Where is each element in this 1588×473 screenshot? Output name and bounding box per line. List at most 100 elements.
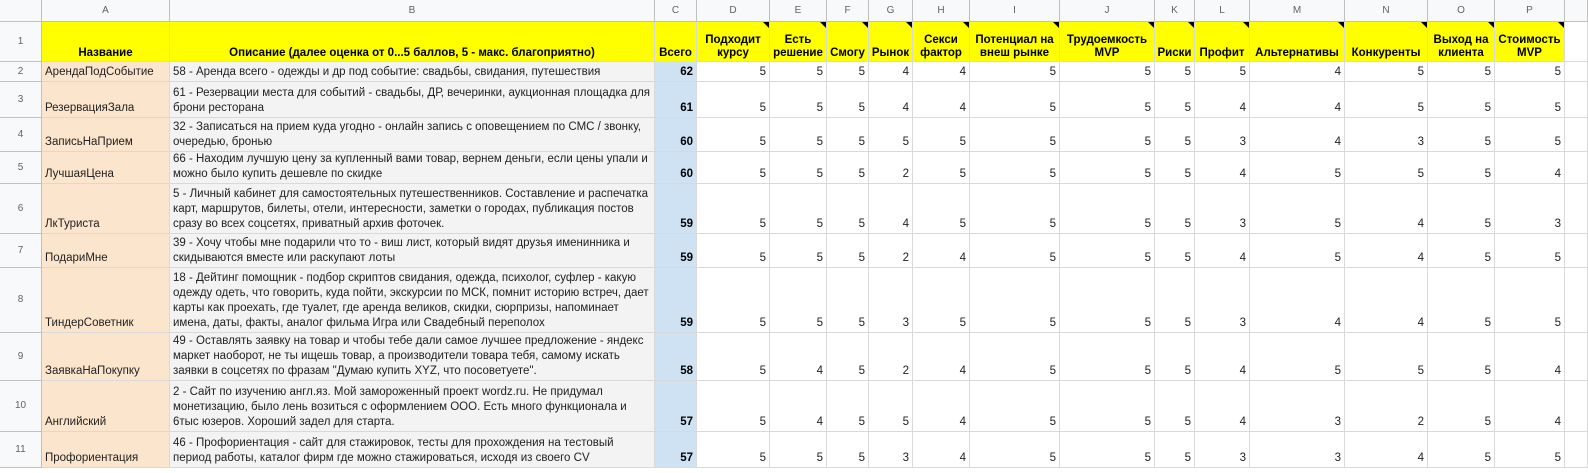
score[interactable]: 5 — [697, 268, 770, 333]
idea-name[interactable]: ТиндерСоветник — [42, 268, 170, 333]
column-letter[interactable]: B — [170, 0, 655, 22]
column-letter[interactable]: P — [1495, 0, 1565, 22]
score[interactable]: 3 — [869, 432, 913, 468]
score[interactable]: 5 — [1495, 234, 1565, 268]
score[interactable]: 3 — [1250, 381, 1345, 432]
idea-description[interactable]: 58 - Аренда всего - одежды и др под собы… — [170, 62, 655, 82]
row-number[interactable]: 6 — [0, 184, 42, 234]
score[interactable]: 5 — [1428, 184, 1495, 234]
row-number[interactable]: 5 — [0, 152, 42, 184]
score[interactable]: 5 — [970, 333, 1060, 381]
score[interactable]: 5 — [913, 118, 970, 152]
score[interactable]: 5 — [697, 234, 770, 268]
score[interactable]: 5 — [697, 184, 770, 234]
score[interactable]: 4 — [1250, 268, 1345, 333]
score[interactable]: 5 — [1428, 432, 1495, 468]
column-letter[interactable]: C — [655, 0, 697, 22]
score[interactable]: 4 — [1495, 152, 1565, 184]
cell[interactable] — [1565, 268, 1588, 333]
score[interactable]: 5 — [827, 381, 869, 432]
score[interactable]: 4 — [770, 333, 827, 381]
score[interactable]: 5 — [697, 118, 770, 152]
score[interactable]: 2 — [1345, 381, 1428, 432]
score[interactable]: 4 — [869, 184, 913, 234]
score[interactable]: 5 — [970, 268, 1060, 333]
column-letter[interactable]: K — [1155, 0, 1195, 22]
score[interactable]: 5 — [1345, 333, 1428, 381]
idea-name[interactable]: ЗаявкаНаПокупку — [42, 333, 170, 381]
idea-name[interactable]: Профориентация — [42, 432, 170, 468]
total-score[interactable]: 57 — [655, 381, 697, 432]
score[interactable]: 5 — [1345, 82, 1428, 118]
score[interactable]: 4 — [1495, 333, 1565, 381]
score[interactable]: 5 — [1428, 62, 1495, 82]
header-cell[interactable]: Риски — [1155, 22, 1195, 62]
score[interactable]: 5 — [1060, 82, 1155, 118]
score[interactable]: 5 — [1155, 184, 1195, 234]
score[interactable]: 5 — [1495, 268, 1565, 333]
total-score[interactable]: 61 — [655, 82, 697, 118]
header-cell[interactable]: Секси фактор — [913, 22, 970, 62]
score[interactable]: 3 — [1345, 118, 1428, 152]
score[interactable]: 5 — [827, 268, 869, 333]
column-letter[interactable]: J — [1060, 0, 1155, 22]
idea-description[interactable]: 66 - Находим лучшую цену за купленный ва… — [170, 152, 655, 184]
score[interactable]: 5 — [869, 118, 913, 152]
score[interactable]: 3 — [1195, 268, 1250, 333]
score[interactable]: 5 — [770, 234, 827, 268]
row-number[interactable]: 9 — [0, 333, 42, 381]
score[interactable]: 5 — [1428, 82, 1495, 118]
score[interactable]: 4 — [913, 333, 970, 381]
score[interactable]: 3 — [869, 268, 913, 333]
cell[interactable] — [1565, 22, 1588, 62]
score[interactable]: 5 — [1155, 333, 1195, 381]
score[interactable]: 5 — [1155, 234, 1195, 268]
score[interactable]: 5 — [1250, 333, 1345, 381]
score[interactable]: 5 — [970, 118, 1060, 152]
score[interactable]: 5 — [1428, 234, 1495, 268]
score[interactable]: 4 — [913, 62, 970, 82]
score[interactable]: 5 — [1495, 118, 1565, 152]
idea-name[interactable]: ЗаписьНаПрием — [42, 118, 170, 152]
total-score[interactable]: 60 — [655, 152, 697, 184]
score[interactable]: 4 — [1195, 381, 1250, 432]
score[interactable]: 4 — [1345, 268, 1428, 333]
score[interactable]: 4 — [1250, 62, 1345, 82]
header-cell[interactable]: Смогу — [827, 22, 869, 62]
score[interactable]: 5 — [827, 432, 869, 468]
score[interactable]: 4 — [1195, 234, 1250, 268]
score[interactable]: 5 — [827, 62, 869, 82]
row-number[interactable]: 2 — [0, 62, 42, 82]
score[interactable]: 5 — [827, 234, 869, 268]
total-score[interactable]: 59 — [655, 184, 697, 234]
score[interactable]: 5 — [770, 152, 827, 184]
total-score[interactable]: 58 — [655, 333, 697, 381]
score[interactable]: 5 — [970, 82, 1060, 118]
score[interactable]: 5 — [1428, 118, 1495, 152]
column-letter[interactable]: N — [1345, 0, 1428, 22]
score[interactable]: 5 — [1060, 62, 1155, 82]
cell[interactable] — [1565, 432, 1588, 468]
score[interactable]: 5 — [970, 432, 1060, 468]
score[interactable]: 4 — [869, 82, 913, 118]
score[interactable]: 4 — [1250, 82, 1345, 118]
total-score[interactable]: 57 — [655, 432, 697, 468]
score[interactable]: 5 — [1428, 381, 1495, 432]
score[interactable]: 5 — [1155, 268, 1195, 333]
score[interactable]: 4 — [1195, 82, 1250, 118]
score[interactable]: 5 — [1495, 432, 1565, 468]
score[interactable]: 5 — [1250, 152, 1345, 184]
idea-description[interactable]: 5 - Личный кабинет для самостоятельных п… — [170, 184, 655, 234]
score[interactable]: 5 — [770, 118, 827, 152]
score[interactable]: 5 — [1195, 62, 1250, 82]
idea-description[interactable]: 18 - Дейтинг помощник - подбор скриптов … — [170, 268, 655, 333]
column-letter[interactable]: G — [869, 0, 913, 22]
score[interactable]: 5 — [1155, 118, 1195, 152]
score[interactable]: 4 — [1345, 184, 1428, 234]
header-cell[interactable]: Выход на клиента — [1428, 22, 1495, 62]
score[interactable]: 5 — [1345, 62, 1428, 82]
idea-description[interactable]: 46 - Профориентация - сайт для стажирово… — [170, 432, 655, 468]
score[interactable]: 5 — [869, 381, 913, 432]
score[interactable]: 4 — [869, 62, 913, 82]
cell[interactable] — [1565, 184, 1588, 234]
